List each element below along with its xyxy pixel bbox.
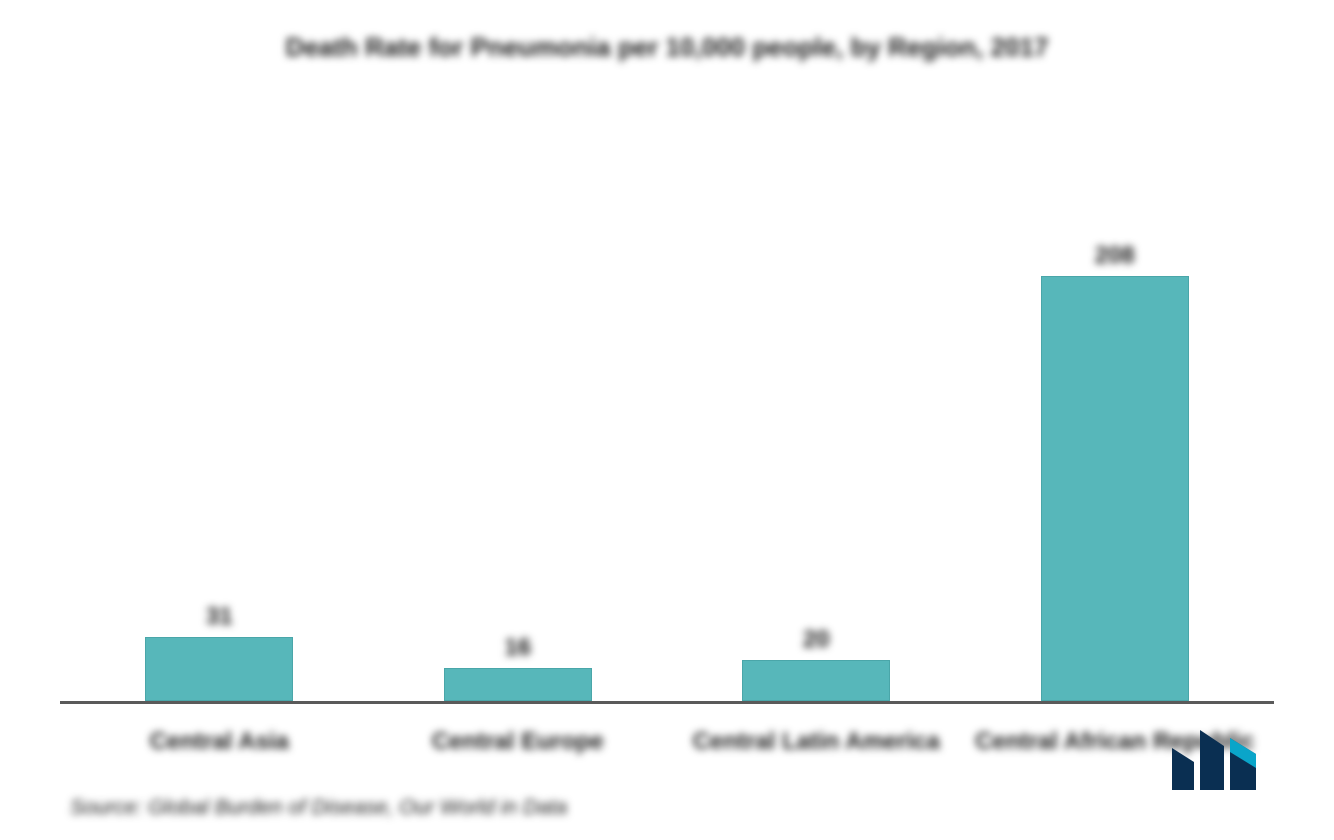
bar-value-label: 208 — [1095, 242, 1135, 270]
x-axis-labels: Central AsiaCentral EuropeCentral Latin … — [60, 726, 1274, 758]
bar-value-label: 16 — [504, 634, 531, 662]
chart-title: Death Rate for Pneumonia per 10,000 peop… — [286, 30, 1049, 65]
bar-value-label: 31 — [206, 603, 233, 631]
bar — [742, 660, 890, 701]
bar-slot: 20 — [667, 234, 966, 701]
brand-logo-icon — [1168, 724, 1260, 794]
x-axis-label: Central Europe — [369, 726, 668, 758]
bar-slot: 31 — [70, 234, 369, 701]
x-axis-label: Central Asia — [70, 726, 369, 758]
bar-value-label: 20 — [803, 626, 830, 654]
bar — [1041, 276, 1189, 701]
bar — [444, 668, 592, 701]
x-axis-label: Central Latin America — [667, 726, 966, 758]
bar-slot: 16 — [369, 234, 668, 701]
bar-slot: 208 — [966, 234, 1265, 701]
bar-chart: Death Rate for Pneumonia per 10,000 peop… — [40, 20, 1294, 820]
bars-row: 31 16 20 208 — [60, 234, 1274, 704]
plot-area: 31 16 20 208 — [60, 95, 1274, 704]
source-attribution: Source: Global Burden of Disease, Our Wo… — [70, 796, 1294, 820]
bar — [145, 637, 293, 700]
